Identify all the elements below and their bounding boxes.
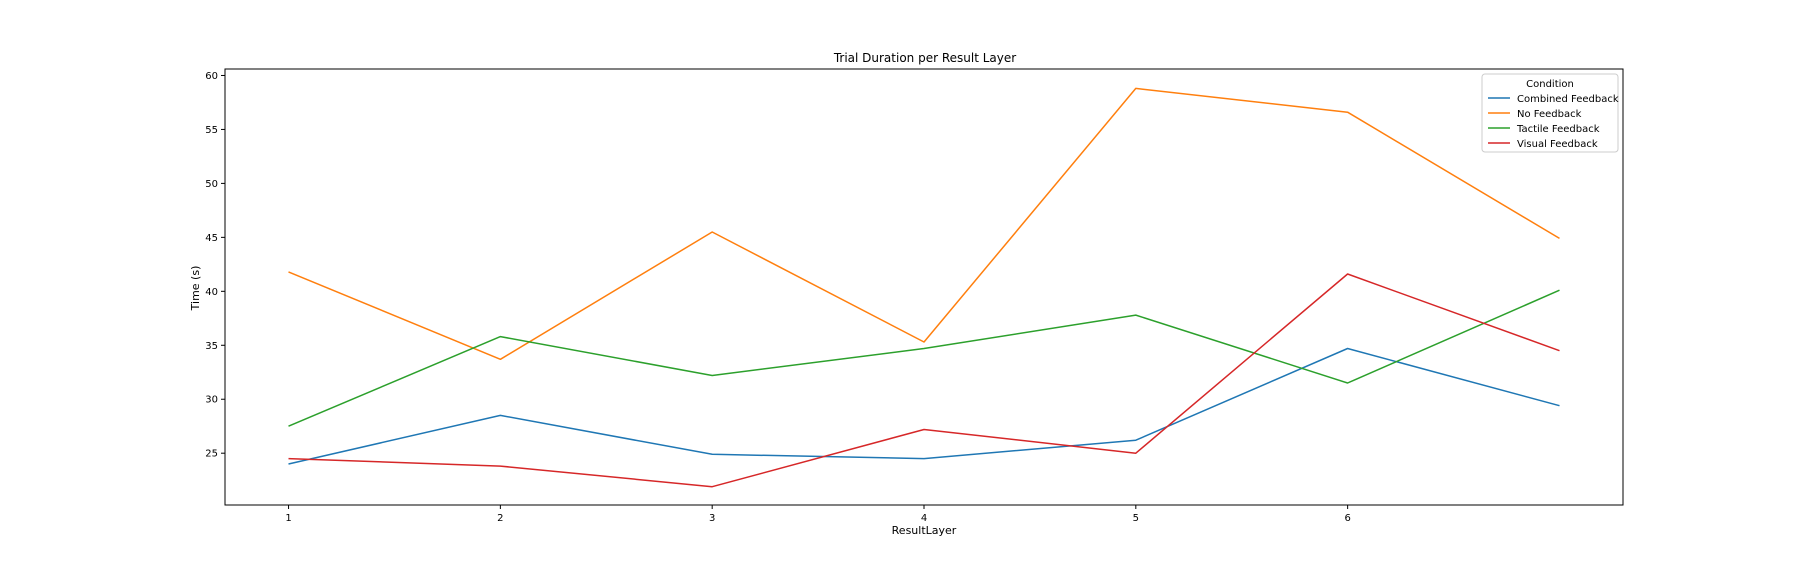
legend-label: Tactile Feedback: [1516, 124, 1600, 135]
x-axis: 1 2 3 4 5 6: [285, 505, 1351, 524]
y-axis: 25 30 35 40 45 50 55 60: [205, 71, 225, 460]
x-tick-label: 1: [285, 513, 291, 524]
series-line-tactile-feedback: [288, 289, 1560, 427]
y-tick-label: 25: [205, 449, 218, 460]
legend-box: [1481, 73, 1619, 153]
y-tick-label: 35: [205, 341, 218, 352]
legend-label: Combined Feedback: [1517, 94, 1619, 105]
plot-frame: [224, 68, 1624, 506]
x-tick-label: 2: [497, 513, 503, 524]
y-tick-label: 30: [205, 395, 218, 406]
y-axis-label: Time (s): [189, 266, 202, 312]
x-tick-label: 5: [1133, 513, 1139, 524]
y-tick-label: 40: [205, 287, 218, 298]
series-line-combined-feedback: [288, 347, 1560, 465]
series-line-visual-feedback: [288, 273, 1560, 488]
legend-label: Visual Feedback: [1517, 139, 1598, 150]
legend-label: No Feedback: [1517, 109, 1582, 120]
chart-title: Trial Duration per Result Layer: [833, 51, 1016, 65]
y-tick-label: 55: [205, 125, 218, 136]
y-tick-label: 45: [205, 233, 218, 244]
x-tick-label: 4: [921, 513, 927, 524]
x-tick-label: 3: [709, 513, 715, 524]
legend-title: Condition: [1526, 79, 1574, 90]
x-axis-label: ResultLayer: [892, 524, 957, 537]
plot-area: [288, 87, 1560, 488]
y-tick-label: 60: [205, 71, 218, 82]
y-tick-label: 50: [205, 179, 218, 190]
x-tick-label: 6: [1344, 513, 1350, 524]
legend: Condition Combined Feedback No Feedback Ta…: [1481, 73, 1619, 153]
series-line-no-feedback: [288, 87, 1560, 361]
